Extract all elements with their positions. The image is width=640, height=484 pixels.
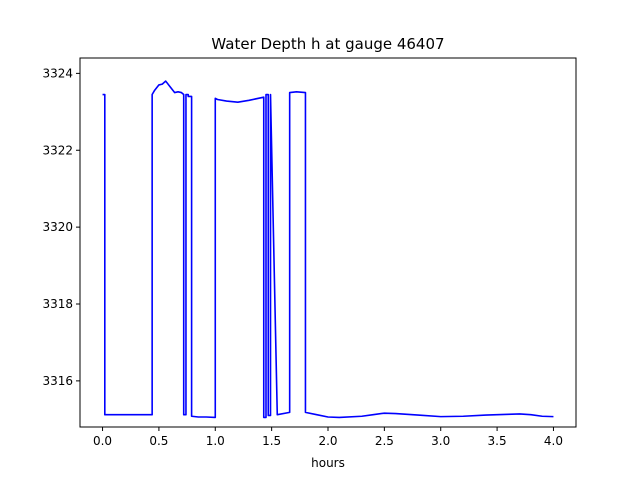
chart-title: Water Depth h at gauge 46407 — [211, 35, 444, 53]
axes: 0.0 0.5 1.0 1.5 2.0 2.5 3.0 3.5 4.0 3316 3318 3320 3… — [42, 57, 577, 448]
y-tick-label: 3320 — [42, 220, 73, 234]
x-tick-label: 2.5 — [375, 434, 394, 448]
x-tick-label: 0.5 — [149, 434, 168, 448]
x-tick-label: 3.0 — [431, 434, 450, 448]
y-tick-label: 3318 — [42, 297, 73, 311]
series-line-0 — [102, 80, 554, 419]
x-tick-label: 1.5 — [262, 434, 281, 448]
x-tick-label: 0.0 — [93, 434, 112, 448]
x-tick-label: 4.0 — [544, 434, 563, 448]
y-tick-label: 3322 — [42, 143, 73, 157]
y-tick-label: 3324 — [42, 66, 73, 80]
y-tick-label: 3316 — [42, 374, 73, 388]
x-tick-label: 1.0 — [206, 434, 225, 448]
x-axis-label: hours — [311, 456, 345, 470]
x-tick-label: 3.5 — [488, 434, 507, 448]
x-tick-label: 2.0 — [318, 434, 337, 448]
plot-area — [102, 80, 554, 419]
